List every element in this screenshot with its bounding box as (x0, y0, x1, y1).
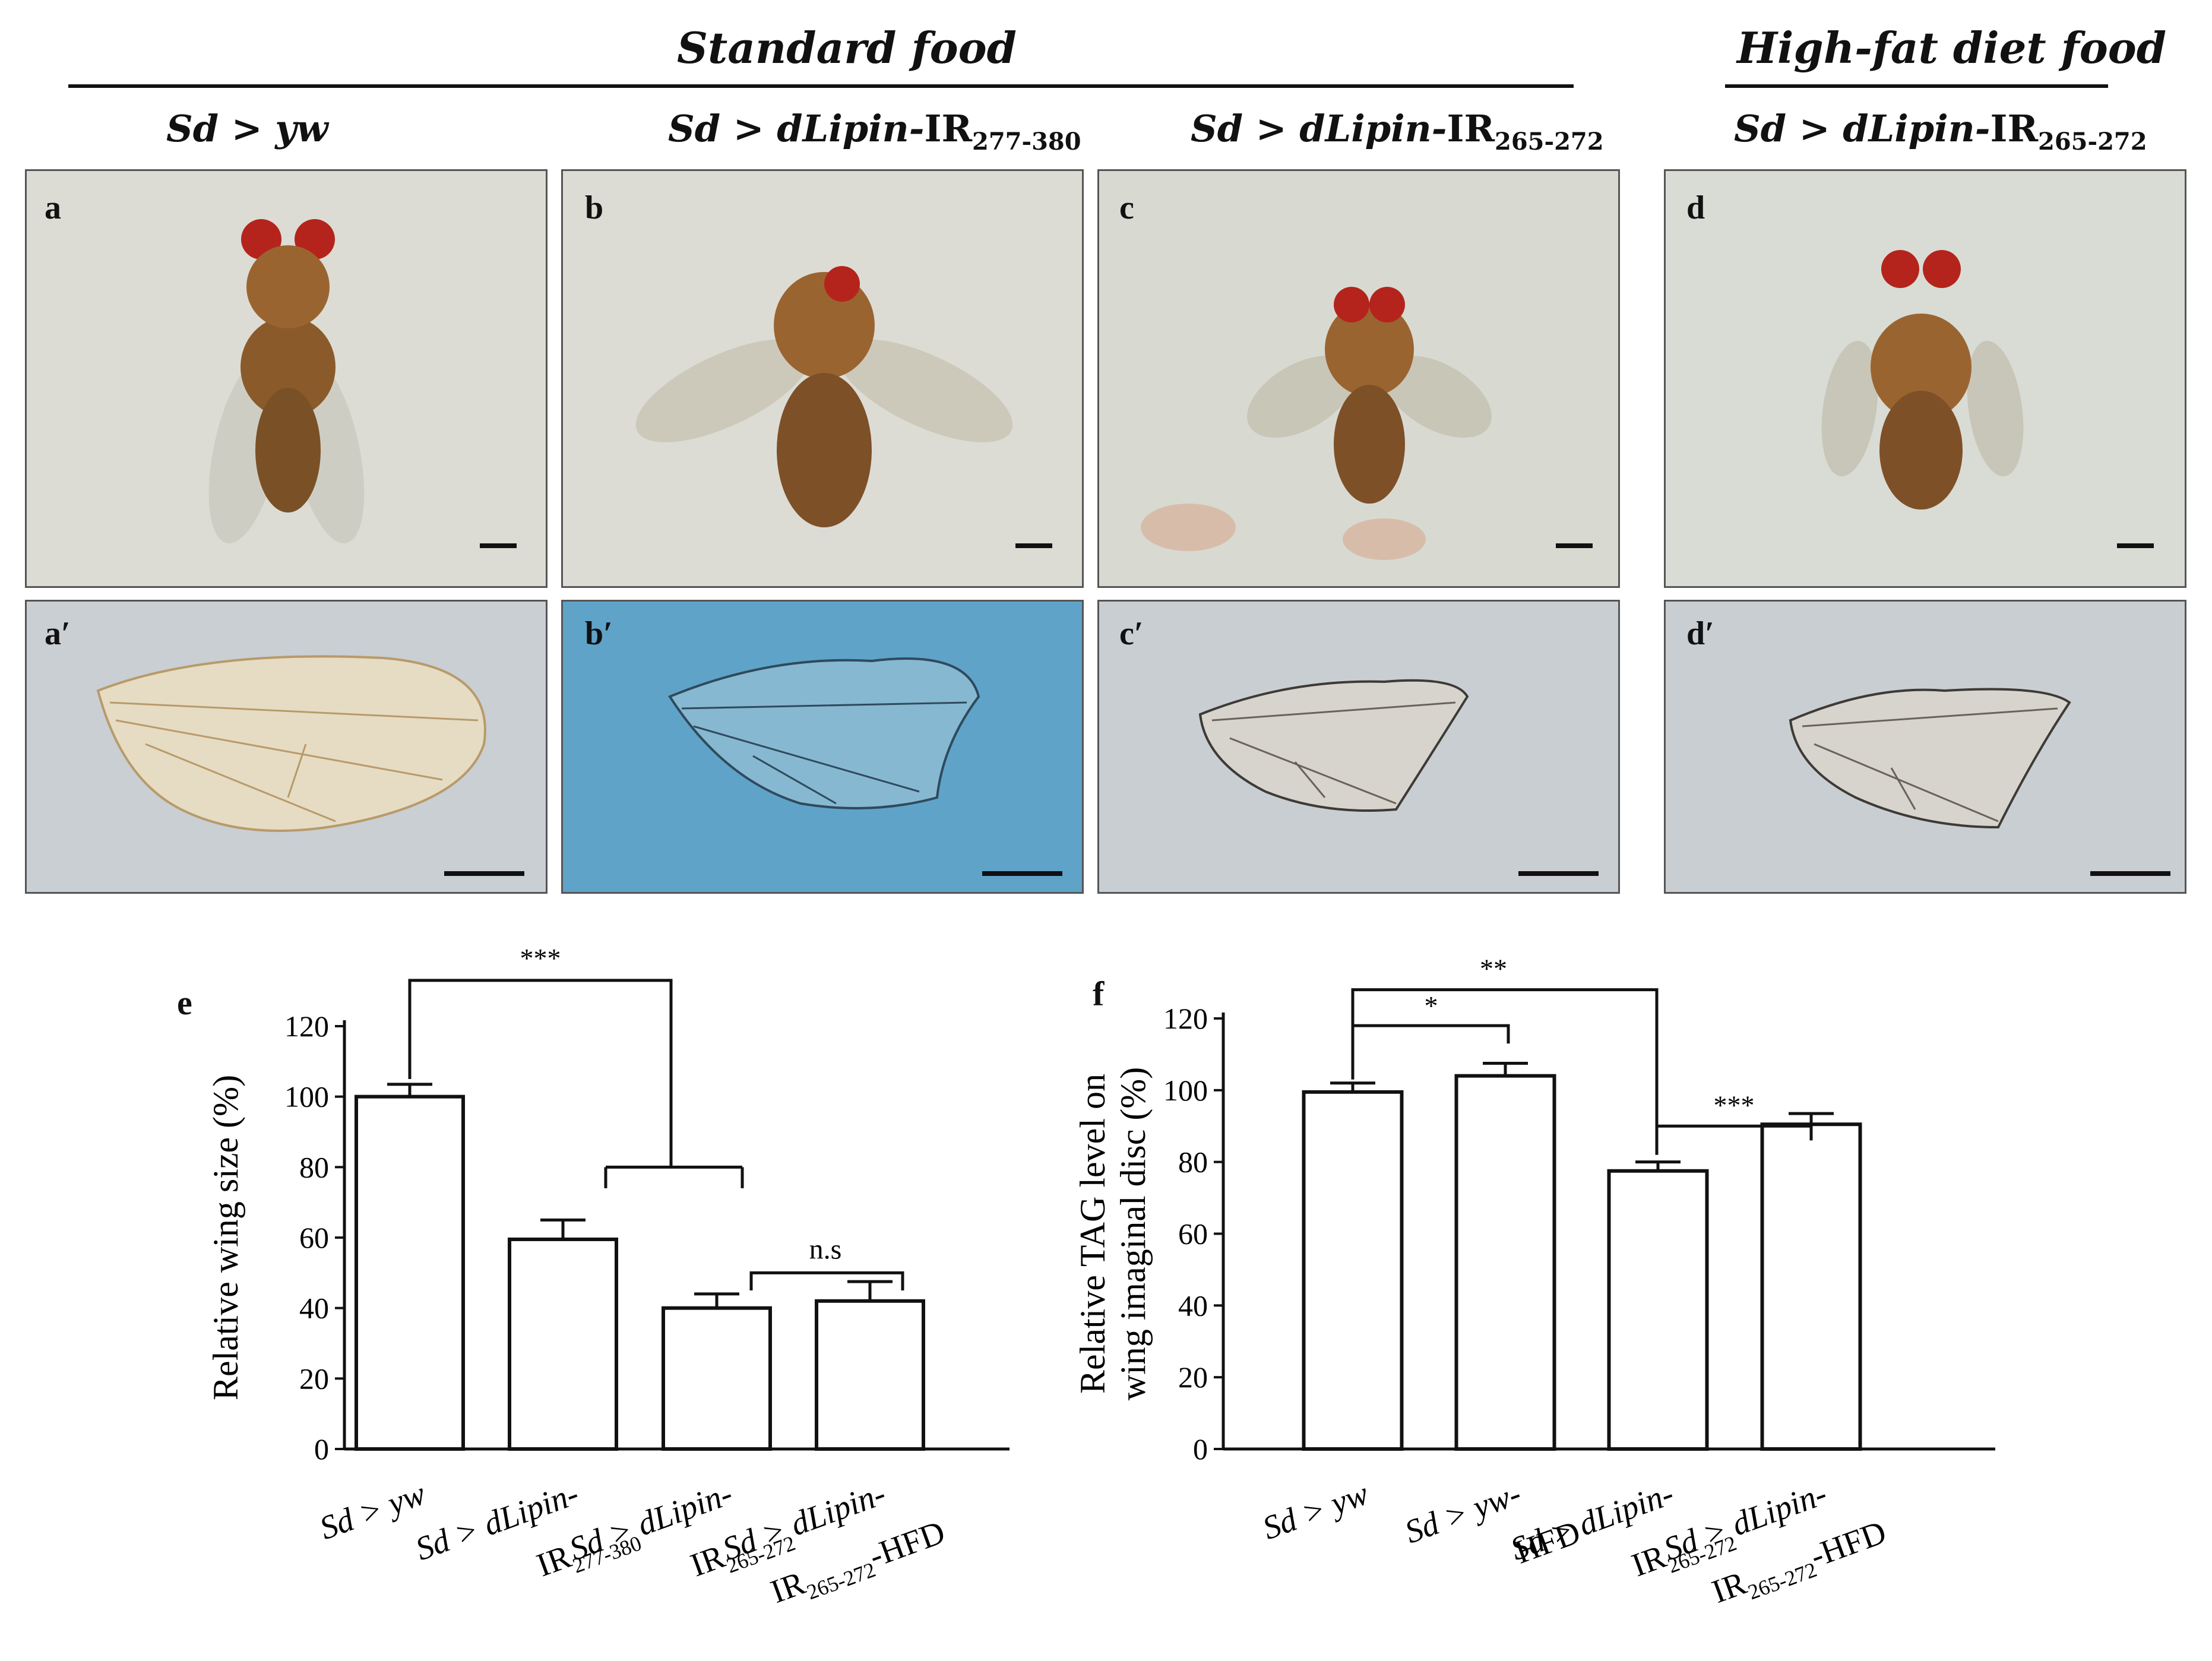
x-tick-label: Sd > yw (1258, 1475, 1373, 1547)
y-tick-label: 20 (1178, 1361, 1208, 1394)
y-tick-label: 0 (314, 1432, 329, 1466)
wing-photo-c2 (1097, 600, 1620, 894)
fly-photo-b (561, 169, 1084, 588)
genotype-label-2: Sd > dLipin-IR277-380 (668, 107, 1081, 156)
significance-label: * (1425, 991, 1438, 1021)
chart-f: 0 20 40 60 80 100 120 Relative TAG level on wing… (1073, 954, 1995, 1611)
significance-bracket (749, 1271, 904, 1290)
significance-label: n.s (809, 1233, 842, 1265)
scale-bar-a (480, 543, 517, 548)
y-tick-label: 60 (1178, 1217, 1208, 1251)
bar (1607, 1169, 1709, 1451)
significance-bracket (1351, 1024, 1510, 1080)
y-tick-label: 120 (1163, 1002, 1208, 1035)
y-tick-label: 80 (299, 1150, 329, 1184)
significance-bracket (1655, 1124, 1813, 1155)
x-tick-label: Sd > dLipin- (1659, 1475, 1832, 1568)
significance-label: *** (1714, 1090, 1755, 1120)
y-tick-label: 60 (299, 1221, 329, 1254)
panel-label-b: b (585, 189, 604, 226)
scale-bar-a2 (444, 871, 524, 876)
bar (1454, 1074, 1556, 1451)
panel-label-c2: c′ (1119, 615, 1144, 652)
standard-food-header: Standard food (677, 23, 1017, 73)
panel-label-a2: a′ (45, 615, 71, 652)
bar (508, 1237, 618, 1451)
chart-e: 0 20 40 60 80 100 120 Relative wing size (%) Sd … (206, 944, 1010, 1611)
y-tick-label: 100 (1163, 1074, 1208, 1107)
genotype-label-4: Sd > dLipin-IR265-272 (1734, 107, 2147, 156)
scale-bar-c2 (1518, 871, 1599, 876)
y-tick-label: 0 (1193, 1432, 1208, 1466)
significance-label: *** (520, 944, 561, 973)
y-tick-label: 100 (284, 1080, 329, 1113)
bar (815, 1299, 925, 1451)
panel-label-c: c (1119, 189, 1134, 226)
wing-photo-b2 (561, 600, 1084, 894)
panel-label-d2: d′ (1686, 615, 1714, 652)
y-tick-label: 80 (1178, 1146, 1208, 1179)
scale-bar-b2 (982, 871, 1062, 876)
x-tick-label: Sd > dLipin- (718, 1475, 891, 1568)
genotype-label-3: Sd > dLipin-IR265-272 (1191, 107, 1604, 156)
scale-bar-d (2117, 543, 2154, 548)
significance-bracket (408, 979, 744, 1188)
scale-bar-b (1015, 543, 1052, 548)
y-axis-label-line: wing imaginal disc (%) (1113, 1067, 1153, 1401)
y-tick-label: 120 (284, 1010, 329, 1043)
y-tick-label: 20 (299, 1362, 329, 1395)
bar (662, 1306, 772, 1451)
fly-photo-c (1097, 169, 1620, 588)
bar (1302, 1090, 1404, 1451)
scale-bar-d2 (2090, 871, 2170, 876)
panel-label-a: a (45, 189, 61, 226)
genotype-label-1: Sd > yw (166, 107, 328, 150)
panel-label-b2: b′ (585, 615, 613, 652)
bar (1760, 1122, 1862, 1451)
panel-label-e: e (177, 983, 192, 1022)
bar (355, 1094, 465, 1451)
scale-bar-c (1556, 543, 1593, 548)
wing-photo-a2 (25, 600, 548, 894)
fly-photo-a (25, 169, 548, 588)
y-tick-label: 40 (1178, 1289, 1208, 1322)
panel-label-d: d (1686, 189, 1705, 226)
hfd-rule (1725, 84, 2108, 88)
significance-bracket (1351, 988, 1659, 1155)
y-axis-label: Relative wing size (%) (206, 1075, 245, 1400)
standard-food-rule (68, 84, 1574, 88)
panel-label-f: f (1093, 975, 1105, 1013)
wing-photo-d2 (1664, 600, 2186, 894)
y-axis-label-line: Relative TAG level on (1073, 1074, 1112, 1394)
y-tick-label: 40 (299, 1292, 329, 1325)
x-tick-label: Sd > yw- (1400, 1475, 1526, 1551)
hfd-header: High-fat diet food (1737, 23, 2167, 73)
significance-label: ** (1480, 954, 1507, 984)
fly-photo-d (1664, 169, 2186, 588)
